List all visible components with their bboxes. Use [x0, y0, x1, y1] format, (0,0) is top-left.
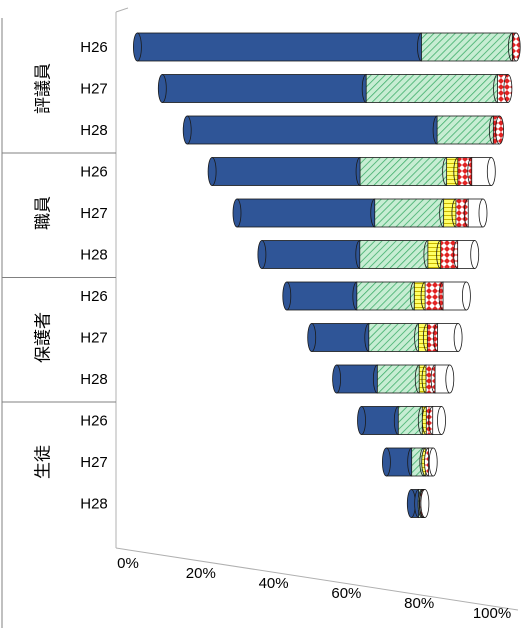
bar-segment	[432, 406, 446, 435]
bar-segment	[207, 157, 365, 186]
category-label: H28	[80, 371, 108, 388]
bar-segment	[437, 323, 463, 352]
bar-segment	[359, 157, 452, 186]
group-label: 評議員	[33, 63, 52, 114]
bar-segment	[232, 198, 380, 228]
bar-segment	[381, 447, 417, 477]
category-label: H28	[80, 496, 108, 513]
x-tick-label: 60%	[331, 585, 361, 602]
category-label: H27	[80, 454, 108, 471]
bar-segment	[368, 323, 423, 352]
bar-segment	[157, 74, 371, 103]
category-label: H26	[80, 288, 108, 305]
bar-segment	[421, 32, 517, 62]
bar-segment	[359, 240, 433, 269]
category-label: H27	[80, 330, 108, 347]
category-label: H26	[80, 164, 108, 181]
category-labels: H26 H27 H28 H26 H27 H28 H26 H27 H28 H26 H27 H28	[80, 39, 108, 513]
category-label: H28	[80, 247, 108, 264]
x-tick-label: 20%	[186, 565, 216, 582]
bar-segment	[442, 281, 471, 311]
bar-segment	[374, 198, 449, 228]
bar-row	[182, 115, 505, 145]
bar-segment	[376, 364, 424, 394]
bar-segment	[356, 281, 419, 311]
x-tick-label: 100%	[473, 605, 511, 622]
bar-segment	[357, 406, 403, 435]
bar-segment	[434, 364, 455, 394]
bars	[132, 32, 521, 518]
category-label: H26	[80, 39, 108, 56]
bar-row	[307, 323, 463, 352]
bar-row	[132, 32, 521, 62]
bar-segment	[497, 74, 513, 103]
bar-segment	[365, 74, 502, 103]
bar-segment	[467, 198, 488, 228]
group-label: 保護者	[33, 312, 52, 363]
bar-segment	[511, 32, 521, 62]
bar-row	[157, 74, 513, 103]
bar-row	[332, 364, 455, 394]
x-axis-ticks: 0% 20% 40% 60% 80% 100%	[117, 555, 511, 622]
bar-segment	[457, 240, 480, 269]
bar-segment	[428, 447, 438, 477]
bar-row	[381, 447, 438, 477]
bar-segment	[492, 115, 505, 145]
bar-row	[207, 157, 496, 186]
category-label: H26	[80, 413, 108, 430]
x-tick-label: 40%	[259, 575, 289, 592]
category-label: H27	[80, 81, 108, 98]
bar-row	[232, 198, 488, 228]
bar-segment	[332, 364, 382, 394]
group-separators	[2, 152, 116, 403]
bar-segment	[282, 281, 362, 311]
category-label: H27	[80, 205, 108, 222]
chart-frame	[1, 7, 519, 628]
bar-segment	[420, 489, 430, 518]
bar-segment	[471, 157, 496, 186]
x-tick-label: 80%	[404, 595, 434, 612]
group-label: 職員	[33, 196, 52, 230]
bar-row	[357, 406, 446, 435]
bar-segment	[436, 115, 498, 145]
bar-segment	[182, 115, 442, 145]
bar-segment	[132, 32, 426, 62]
bar-row	[257, 240, 480, 269]
category-label: H28	[80, 122, 108, 139]
bar-row	[406, 489, 430, 518]
bar-segment	[257, 240, 365, 269]
bar-segment	[307, 323, 374, 352]
bar-row	[282, 281, 471, 311]
x-tick-label: 0%	[117, 555, 139, 572]
bar-segment	[397, 406, 427, 435]
group-label: 生徒	[33, 445, 52, 479]
